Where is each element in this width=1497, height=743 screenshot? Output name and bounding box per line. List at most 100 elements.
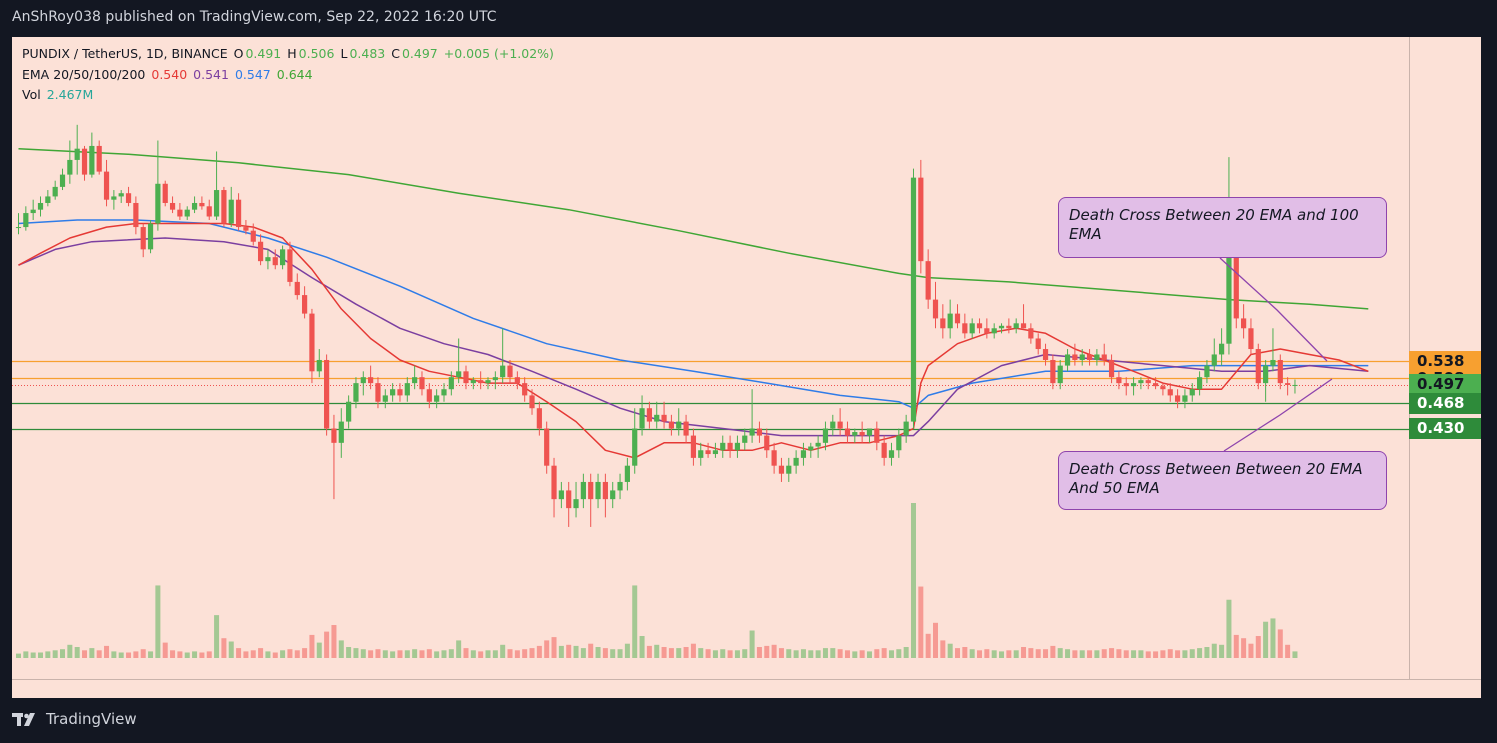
volume-bar	[551, 637, 557, 658]
candle-down	[397, 383, 403, 402]
volume-bar	[1138, 650, 1144, 658]
price-tag: 0.430	[1409, 418, 1481, 439]
volume-bar	[23, 651, 29, 658]
volume-bar	[844, 650, 850, 658]
candle-down	[705, 442, 711, 458]
candle-up	[1219, 328, 1225, 366]
candle-up	[793, 450, 799, 474]
volume-bar	[720, 649, 726, 658]
volume-bar	[294, 650, 300, 658]
candle-up	[720, 435, 726, 458]
volume-bar	[265, 651, 271, 658]
candle-down	[1006, 318, 1012, 334]
candle-body	[1138, 380, 1144, 384]
candle-down	[169, 196, 176, 214]
candle-up	[404, 377, 410, 402]
candle-up	[1130, 377, 1137, 396]
candle-up	[852, 428, 858, 443]
volume-bar	[74, 647, 80, 658]
candle-down	[294, 273, 300, 300]
candle-body	[390, 389, 396, 396]
candle-body	[1241, 318, 1247, 329]
candle-body	[815, 442, 821, 447]
candle-body	[52, 186, 58, 197]
volume-bar	[712, 650, 718, 658]
volume-bar	[236, 648, 242, 658]
volume-bar	[382, 650, 388, 658]
price-tag: 0.497	[1409, 374, 1481, 396]
volume-bar	[632, 585, 638, 658]
tradingview-logo-icon	[12, 713, 35, 726]
volume-bar	[360, 649, 366, 658]
candle-up	[910, 168, 917, 429]
volume-bar	[1079, 650, 1085, 658]
candle-body	[954, 313, 961, 324]
candle-up	[866, 428, 873, 443]
volume-bar	[1292, 651, 1298, 658]
candle-up	[1204, 359, 1210, 384]
candle-down	[668, 414, 675, 436]
volume-bar	[830, 648, 836, 658]
candle-up	[441, 383, 447, 402]
candle-body	[37, 202, 44, 210]
candle-body	[81, 148, 88, 175]
chart-frame[interactable]: USDT1.3001.1000.9000.7500.6000.5000.4000…	[12, 37, 1481, 698]
candle-body	[470, 380, 476, 384]
candle-down	[881, 435, 887, 466]
candle-body	[646, 408, 652, 422]
candle-body	[720, 442, 726, 451]
candle-body	[67, 159, 73, 175]
candle-up	[676, 408, 682, 436]
volume-bar	[1226, 599, 1232, 658]
volume-bar	[544, 640, 550, 658]
candle-up	[1138, 377, 1144, 390]
candle-up	[749, 389, 755, 443]
candle-up	[991, 323, 997, 339]
candle-down	[1101, 343, 1107, 366]
candle-down	[764, 428, 770, 458]
candle-body	[544, 428, 550, 466]
volume-bar	[1211, 643, 1217, 658]
volume-bar	[933, 622, 938, 658]
candle-down	[478, 371, 484, 390]
candle-body	[103, 171, 110, 200]
candle-body	[1130, 383, 1137, 387]
brand-label: TradingView	[46, 710, 137, 728]
tradingview-brand[interactable]: TradingView	[12, 710, 137, 728]
candle-body	[632, 428, 638, 466]
candle-down	[287, 241, 293, 287]
candle-down	[243, 219, 249, 235]
volume-bar	[111, 651, 117, 658]
candle-down	[551, 457, 557, 518]
volume-bar	[126, 652, 132, 658]
candle-body	[566, 490, 572, 509]
candle-body	[749, 428, 755, 436]
candle-up	[213, 151, 220, 220]
candle-up	[412, 365, 418, 390]
candle-down	[588, 473, 594, 527]
candle-body	[302, 295, 308, 314]
candle-down	[250, 223, 256, 246]
candle-body	[1145, 380, 1151, 384]
candle-up	[30, 199, 36, 220]
candle-up	[595, 473, 601, 509]
candle-body	[888, 450, 895, 458]
price-tag: 0.468	[1409, 392, 1481, 414]
candle-up	[316, 349, 322, 378]
volume-bar	[1087, 650, 1093, 658]
candle-up	[228, 186, 234, 228]
candle-down	[544, 421, 550, 474]
price-chart[interactable]: USDT1.3001.1000.9000.7500.6000.5000.4000…	[12, 37, 1481, 698]
annotation-death-cross-50[interactable]: Death Cross Between Between 20 EMA And 5…	[1058, 451, 1387, 510]
volume-bar	[434, 651, 440, 658]
candle-body	[1152, 383, 1159, 387]
ema100-line	[18, 219, 1369, 409]
candle-body	[1028, 328, 1034, 339]
candle-up	[456, 338, 462, 384]
candle-up	[558, 481, 564, 509]
candle-up	[610, 481, 616, 509]
annotation-death-cross-100[interactable]: Death Cross Between 20 EMA and 100 EMA	[1058, 197, 1387, 258]
candle-body	[1020, 323, 1027, 329]
candle-down	[199, 196, 205, 210]
candle-body	[1211, 354, 1217, 366]
